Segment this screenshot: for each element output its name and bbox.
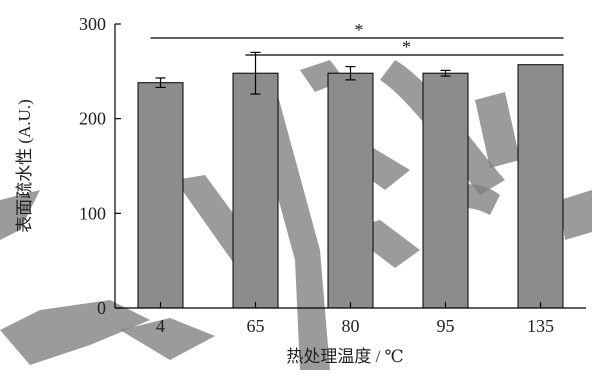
bar-80 bbox=[327, 72, 374, 309]
y-tick-label: 200 bbox=[79, 109, 106, 129]
bar-65 bbox=[232, 72, 279, 309]
significance-star: * bbox=[355, 20, 364, 40]
significance-group: ** bbox=[150, 20, 564, 57]
bars-group bbox=[137, 64, 564, 309]
x-tick-label: 80 bbox=[342, 316, 360, 336]
y-tick-label: 300 bbox=[79, 14, 106, 34]
y-axis-label: 表面疏水性 (A.U.) bbox=[15, 99, 34, 233]
watermark-stroke bbox=[0, 300, 150, 365]
bar-135 bbox=[517, 64, 564, 309]
significance-star: * bbox=[402, 37, 411, 57]
watermark-stroke bbox=[475, 92, 520, 168]
x-axis-label: 热处理温度 / ℃ bbox=[286, 347, 403, 366]
watermark-stroke bbox=[120, 318, 215, 360]
x-tick-label: 135 bbox=[527, 316, 554, 336]
watermark-stroke bbox=[0, 190, 40, 240]
x-tick-label: 65 bbox=[247, 316, 265, 336]
bar-95 bbox=[422, 72, 469, 309]
y-ticks-group: 0 100 200 300 bbox=[79, 14, 121, 318]
watermark-stroke bbox=[560, 190, 592, 240]
x-tick-label: 4 bbox=[156, 316, 165, 336]
y-tick-label: 0 bbox=[97, 298, 106, 318]
bar-4 bbox=[137, 82, 184, 309]
error-bars-group bbox=[155, 51, 451, 95]
x-tick-label: 95 bbox=[437, 316, 455, 336]
y-tick-label: 100 bbox=[79, 203, 106, 223]
x-ticks-group: 4 65 80 95 135 bbox=[115, 302, 586, 336]
